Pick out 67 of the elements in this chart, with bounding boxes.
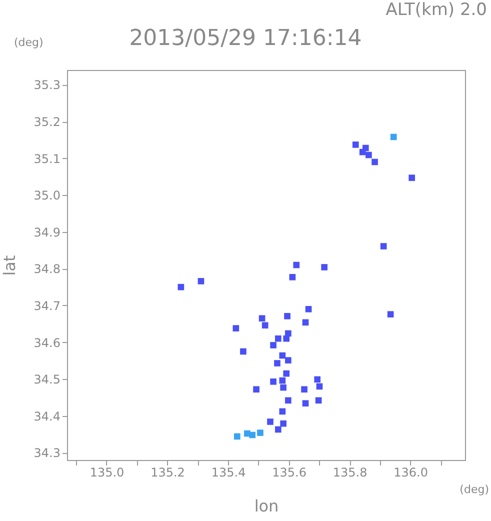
point (234, 433, 240, 440)
text: (deg) (14, 36, 44, 49)
point (262, 322, 268, 329)
point (274, 360, 280, 366)
point (380, 243, 387, 250)
y-axis-title: lat (0, 255, 19, 276)
point (267, 418, 274, 425)
x-tick-label: 135.8 (332, 466, 368, 480)
x-tick-label: 135.0 (90, 466, 124, 480)
y-tick-label: 35.3 (34, 78, 60, 92)
point (302, 400, 309, 407)
x-tick-label: 135.2 (150, 466, 185, 480)
point (178, 284, 184, 290)
y-tick-label: 35.0 (34, 188, 60, 203)
point (362, 144, 369, 152)
point (315, 397, 322, 404)
point (314, 376, 321, 383)
x-tick-label: 135.4 (211, 466, 246, 480)
y-tick-label: 34.9 (34, 225, 60, 240)
point (293, 262, 300, 268)
point (352, 142, 359, 148)
point (257, 430, 264, 436)
point (284, 312, 290, 320)
chart-title: 2013/05/29 17:16:14 (129, 26, 362, 51)
point (253, 386, 260, 393)
point (270, 342, 276, 348)
y-tick-label: 34.3 (34, 446, 60, 460)
x-tick-label: 135.6 (272, 466, 306, 480)
point (305, 306, 312, 312)
point (274, 335, 282, 342)
point (249, 432, 256, 438)
y-tick-label: 35.2 (34, 115, 60, 130)
point (321, 264, 328, 270)
y-tick-label: 34.6 (34, 336, 60, 350)
point (387, 311, 394, 318)
point (198, 278, 204, 284)
point (283, 370, 290, 377)
y-tick-label: 35.1 (34, 152, 60, 166)
point (316, 383, 323, 390)
point (270, 378, 276, 385)
point (366, 152, 372, 158)
point (279, 352, 286, 359)
point (372, 158, 378, 166)
point (280, 420, 286, 427)
x-axis-title: lon (254, 496, 279, 516)
y-tick-label: 34.5 (34, 372, 60, 387)
point (301, 386, 308, 393)
point (232, 325, 240, 332)
point (302, 319, 309, 326)
point (390, 134, 397, 140)
x-tick-label: 136.0 (394, 466, 428, 480)
point (279, 408, 286, 415)
point (280, 384, 286, 391)
y-tick-label: 34.8 (34, 262, 60, 276)
point (285, 397, 292, 404)
point (279, 377, 286, 384)
point (408, 174, 415, 181)
point (283, 335, 290, 342)
chart-subtitle: ALT(km) 2.0 (386, 0, 487, 20)
text: (deg) (460, 483, 489, 496)
point (274, 426, 282, 433)
y-tick-label: 34.4 (34, 409, 60, 424)
point (285, 357, 292, 364)
point (240, 348, 246, 355)
point (258, 315, 266, 322)
point (289, 274, 296, 280)
y-tick-label: 34.7 (34, 298, 60, 313)
